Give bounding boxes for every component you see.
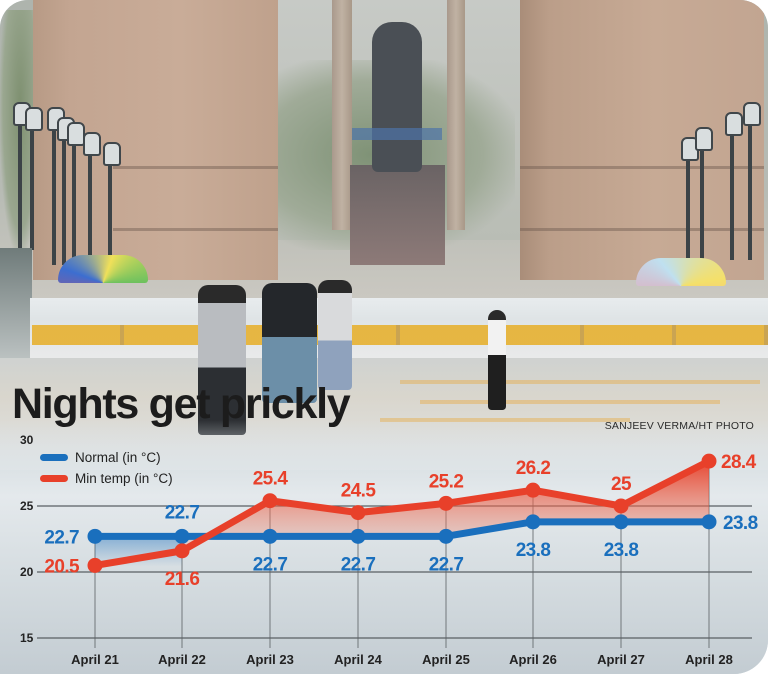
lamp-post-icon xyxy=(83,132,101,260)
normal-value-label: 22.7 xyxy=(429,554,464,575)
min-temp-value-label: 25.4 xyxy=(253,469,289,490)
x-tick-label: April 22 xyxy=(158,652,206,667)
min-temp-value-label: 20.5 xyxy=(44,556,80,577)
data-point xyxy=(262,528,278,544)
photo-column xyxy=(332,0,352,230)
legend: Normal (in °C) Min temp (in °C) xyxy=(40,447,173,489)
data-point xyxy=(174,528,190,544)
data-point xyxy=(525,514,541,530)
data-point xyxy=(350,528,366,544)
photo-statue xyxy=(372,22,422,172)
data-point xyxy=(262,493,278,509)
x-tick-label: April 27 xyxy=(597,652,645,667)
legend-item-min-temp: Min temp (in °C) xyxy=(40,468,173,489)
normal-value-label: 23.8 xyxy=(516,540,551,561)
photo-statue-plinth xyxy=(350,165,445,265)
pillar-ledge xyxy=(113,166,278,169)
normal-value-label: 23.8 xyxy=(723,513,758,534)
data-point xyxy=(701,453,717,469)
photo-person xyxy=(262,283,317,403)
normal-value-label: 22.7 xyxy=(44,527,79,548)
normal-value-label: 22.7 xyxy=(253,554,288,575)
legend-swatch-normal xyxy=(40,454,68,461)
heat-haze-streak xyxy=(400,380,760,384)
normal-line xyxy=(91,518,713,540)
y-tick-20: 20 xyxy=(20,565,34,579)
x-tick-label: April 25 xyxy=(422,652,470,667)
lamp-post-icon xyxy=(103,142,121,260)
min-temp-value-label: 21.6 xyxy=(165,569,200,590)
data-point xyxy=(613,514,629,530)
min-temp-value-label: 25 xyxy=(611,474,632,495)
lamp-post-icon xyxy=(695,127,713,260)
min-temp-line xyxy=(91,457,713,569)
pillar-ledge xyxy=(113,228,278,231)
legend-item-normal: Normal (in °C) xyxy=(40,447,173,468)
min-temp-value-label: 26.2 xyxy=(516,458,551,479)
normal-value-label: 23.8 xyxy=(604,540,639,561)
headline: Nights get prickly xyxy=(12,380,351,428)
legend-label-normal: Normal (in °C) xyxy=(75,450,161,465)
chart-lines xyxy=(87,453,717,573)
normal-value-label: 22.7 xyxy=(165,502,200,523)
umbrella-icon xyxy=(636,258,726,286)
photo-india-gate-right-pillar xyxy=(520,0,764,280)
pillar-ledge xyxy=(520,228,764,231)
y-tick-15: 15 xyxy=(20,631,34,645)
x-tick-label: April 26 xyxy=(509,652,557,667)
photo-column xyxy=(447,0,465,230)
chart-axis-labels: 15 20 25 30 April 21 April 22 April 23 April 24… xyxy=(20,433,733,667)
normal-value-label: 22.7 xyxy=(341,554,376,575)
data-point xyxy=(701,514,717,530)
x-tick-label: April 24 xyxy=(334,652,382,667)
data-point xyxy=(87,528,103,544)
legend-swatch-min-temp xyxy=(40,475,68,482)
x-tick-label: April 28 xyxy=(685,652,733,667)
photo-person xyxy=(198,285,246,435)
min-temp-value-label: 24.5 xyxy=(341,481,377,502)
heat-haze-streak xyxy=(420,400,720,404)
data-point xyxy=(87,557,103,573)
x-tick-label: April 23 xyxy=(246,652,294,667)
photo-person xyxy=(318,280,352,390)
data-point xyxy=(438,528,454,544)
lamp-post-icon xyxy=(743,102,761,260)
y-tick-30: 30 xyxy=(20,433,34,447)
data-point xyxy=(438,495,454,511)
data-point xyxy=(525,482,541,498)
data-point xyxy=(613,498,629,514)
y-tick-25: 25 xyxy=(20,499,34,513)
data-point xyxy=(174,543,190,559)
lamp-post-icon xyxy=(25,107,43,250)
data-point xyxy=(350,505,366,521)
lamp-post-icon xyxy=(725,112,743,260)
photo-banner xyxy=(352,128,442,140)
chart-data-labels: 22.7 22.7 22.7 22.7 22.7 23.8 23.8 23.8 20.5 21.6… xyxy=(44,452,758,590)
photo-credit: SANJEEV VERMA/HT PHOTO xyxy=(604,420,754,432)
umbrella-icon xyxy=(58,255,148,283)
photo-child xyxy=(488,310,506,410)
min-temp-value-label: 28.4 xyxy=(721,452,757,473)
pillar-ledge xyxy=(520,166,764,169)
x-tick-label: April 21 xyxy=(71,652,119,667)
legend-label-min-temp: Min temp (in °C) xyxy=(75,471,173,486)
min-temp-value-label: 25.2 xyxy=(429,471,464,492)
